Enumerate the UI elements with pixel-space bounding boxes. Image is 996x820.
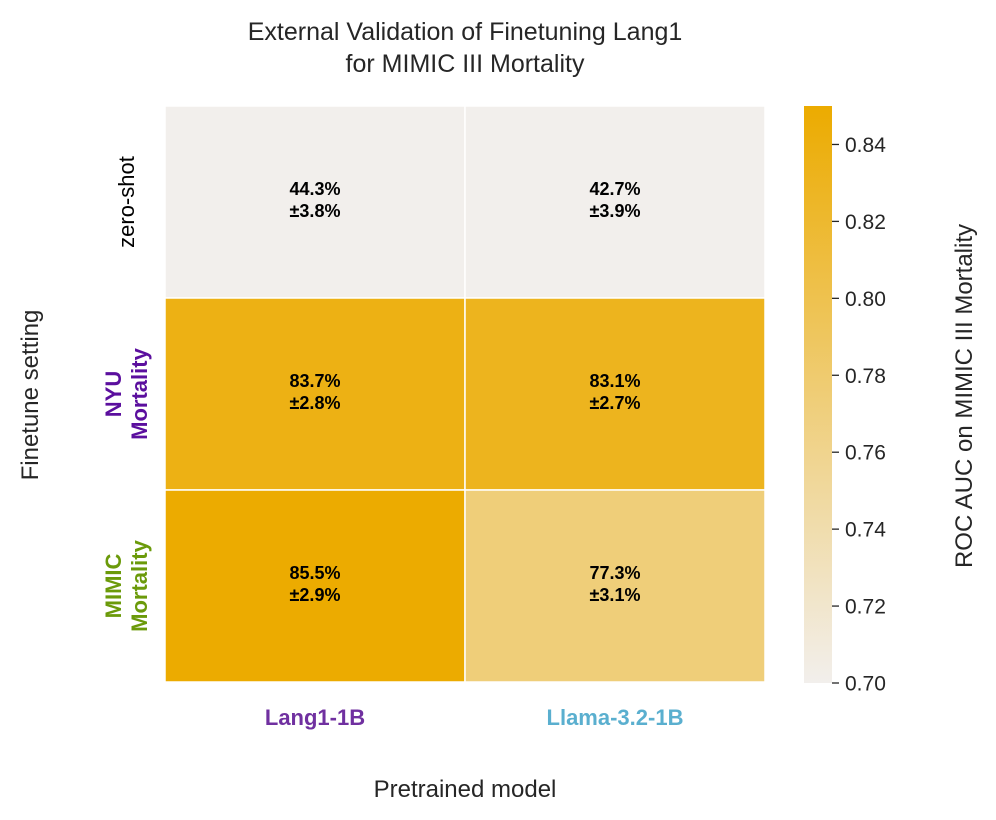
colorbar-tick-label: 0.80 bbox=[845, 288, 886, 311]
cell-value-label: 42.7% bbox=[589, 179, 640, 199]
y-tick-label: zero-shot bbox=[114, 156, 139, 248]
colorbar-tick-label: 0.84 bbox=[845, 134, 886, 157]
cell-value-label: ±2.8% bbox=[290, 393, 341, 413]
heatmap-cell bbox=[164, 489, 466, 683]
heatmap-cell bbox=[464, 489, 766, 683]
colorbar-tick-label: 0.78 bbox=[845, 365, 886, 388]
x-tick-label: Lang1-1B bbox=[265, 705, 365, 730]
x-tick-labels: Lang1-1B Llama-3.2-1B bbox=[265, 705, 684, 730]
heatmap-cell bbox=[164, 105, 466, 299]
y-tick-label: Mortality bbox=[127, 539, 152, 631]
heatmap-cell bbox=[464, 105, 766, 299]
x-tick-label: Llama-3.2-1B bbox=[547, 705, 684, 730]
y-tick-label: MIMIC bbox=[101, 554, 126, 619]
cell-value-label: ±3.8% bbox=[290, 201, 341, 221]
colorbar-tick-label: 0.76 bbox=[845, 442, 886, 465]
cell-value-label: 83.7% bbox=[289, 371, 340, 391]
heatmap-cell bbox=[164, 297, 466, 491]
colorbar bbox=[804, 106, 832, 683]
colorbar-tick-label: 0.70 bbox=[845, 673, 886, 696]
y-axis-label: Finetune setting bbox=[17, 310, 44, 481]
heatmap-cells: 44.3%±3.8% 42.7%±3.9% 83.7%±2.8% 83.1%±2.7%… bbox=[164, 105, 766, 683]
cell-value-label: 83.1% bbox=[589, 371, 640, 391]
cell-value-label: 85.5% bbox=[289, 563, 340, 583]
cell-value-label: ±2.7% bbox=[590, 393, 641, 413]
heatmap-cell bbox=[464, 297, 766, 491]
cell-value-label: ±3.1% bbox=[590, 585, 641, 605]
cell-value-label: ±3.9% bbox=[590, 201, 641, 221]
colorbar-tick-label: 0.74 bbox=[845, 519, 886, 542]
colorbar-label: ROC AUC on MIMIC III Mortality bbox=[951, 224, 978, 568]
colorbar-tick-label: 0.82 bbox=[845, 211, 886, 234]
cell-value-label: 77.3% bbox=[589, 563, 640, 583]
y-tick-label: Mortality bbox=[127, 347, 152, 439]
chart-title-line-2: for MIMIC III Mortality bbox=[346, 50, 585, 78]
chart-title-line-1: External Validation of Finetuning Lang1 bbox=[248, 18, 683, 46]
cell-value-label: 44.3% bbox=[289, 179, 340, 199]
x-axis-label: Pretrained model bbox=[374, 776, 557, 803]
colorbar-tick-label: 0.72 bbox=[845, 596, 886, 619]
cell-value-label: ±2.9% bbox=[290, 585, 341, 605]
colorbar-ticks: 0.70 0.72 0.74 0.76 0.78 0.80 0.82 0.84 bbox=[832, 134, 886, 696]
y-tick-label: NYU bbox=[101, 371, 126, 417]
